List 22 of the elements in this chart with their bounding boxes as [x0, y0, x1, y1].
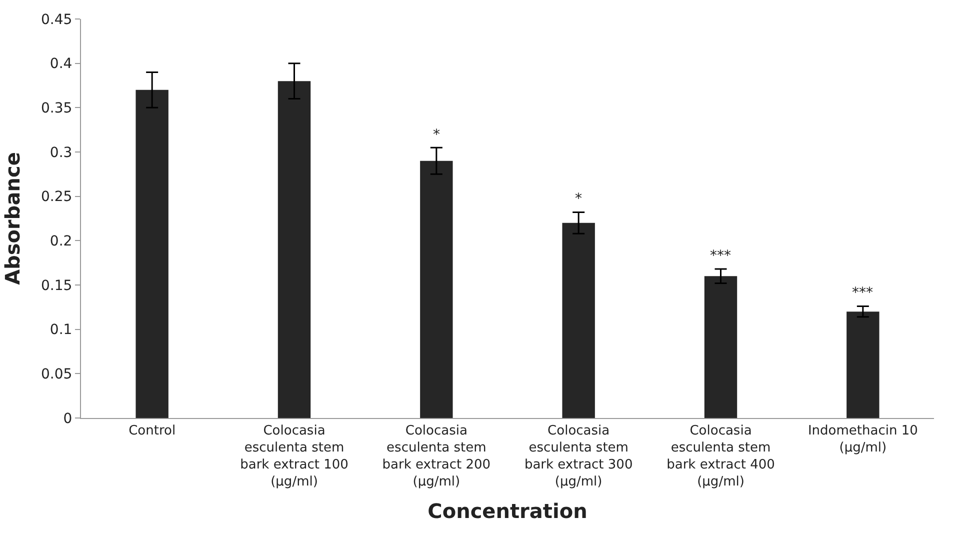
annotation: *** — [852, 285, 873, 301]
y-tick-label: 0.25 — [41, 189, 72, 206]
y-tick-label: 0 — [63, 410, 72, 427]
annotation: * — [575, 191, 582, 207]
y-tick-label: 0.15 — [41, 278, 72, 294]
x-tick-label: Control — [128, 424, 176, 439]
y-tick-label: 0.2 — [50, 234, 72, 250]
annotation: *** — [710, 248, 731, 264]
y-tick-label: 0.45 — [41, 12, 72, 28]
x-tick-label: Colocasia esculenta stem bark extract 200 (µg/ml) — [382, 424, 491, 490]
y-tick-label: 0.3 — [50, 144, 72, 161]
x-tick-label: Colocasia esculenta stem bark extract 400 (µg/ml) — [666, 424, 775, 490]
y-tick-label: 0.05 — [41, 366, 72, 383]
y-tick-label: 0.1 — [50, 322, 72, 338]
y-axis-title: Absorbance — [0, 152, 25, 285]
x-axis-title: Concentration — [428, 498, 588, 523]
y-tick-label: 0.4 — [50, 56, 72, 72]
x-tick-label: Indomethacin 10 (µg/ml) — [808, 424, 918, 456]
x-tick-label: Colocasia esculenta stem bark extract 100 (µg/ml) — [240, 424, 348, 490]
annotation: * — [433, 127, 440, 143]
y-tick-label: 0.35 — [41, 100, 72, 117]
x-tick-label: Colocasia esculenta stem bark extract 300 (µg/ml) — [524, 424, 633, 490]
